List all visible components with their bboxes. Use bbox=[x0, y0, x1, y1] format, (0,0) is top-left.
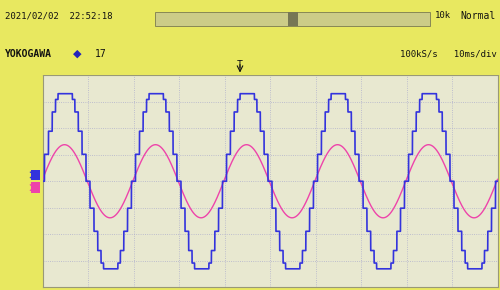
Text: T: T bbox=[237, 60, 243, 70]
Bar bbox=[155, 12, 430, 26]
Text: << Main:10k >>: << Main:10k >> bbox=[238, 64, 302, 73]
Bar bbox=[288, 12, 298, 26]
Bar bbox=[31, 170, 40, 180]
Text: ◆: ◆ bbox=[72, 49, 81, 59]
Text: Normal: Normal bbox=[460, 11, 495, 21]
Bar bbox=[31, 182, 40, 193]
Text: 2021/02/02  22:52:18: 2021/02/02 22:52:18 bbox=[5, 11, 112, 20]
Text: YOKOGAWA: YOKOGAWA bbox=[5, 49, 52, 59]
Text: 100kS/s   10ms/div: 100kS/s 10ms/div bbox=[400, 49, 497, 58]
Text: 10k: 10k bbox=[435, 11, 451, 20]
Text: 17: 17 bbox=[95, 49, 107, 59]
